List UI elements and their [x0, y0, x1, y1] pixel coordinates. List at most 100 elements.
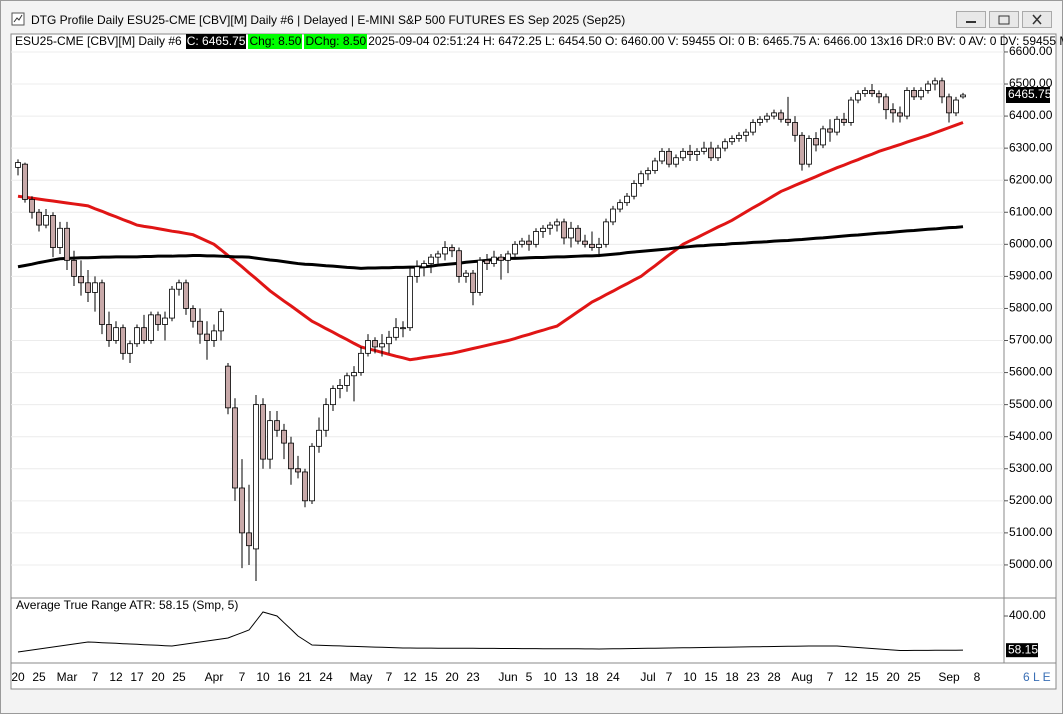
x-tick-label: 7	[386, 670, 393, 684]
x-tick-label: 24	[319, 670, 333, 684]
x-tick-label: 5	[526, 670, 533, 684]
x-tick-label: Apr	[205, 670, 224, 684]
candle-body	[323, 404, 329, 431]
candle-body	[918, 90, 924, 98]
x-tick-label: 20	[886, 670, 900, 684]
candle-body	[190, 308, 196, 322]
x-tick-label: Aug	[791, 670, 812, 684]
candle-body	[127, 343, 133, 354]
x-tick-label: 10	[256, 670, 270, 684]
window-title: DTG Profile Daily ESU25-CME [CBV][M] Dai…	[31, 13, 626, 27]
candle-body	[911, 90, 917, 98]
x-tick-label: 23	[466, 670, 480, 684]
details: 2025-09-04 02:51:24 H: 6472.25 L: 6454.5…	[368, 34, 1063, 48]
minimize-button[interactable]	[956, 11, 986, 28]
y-tick-label: 6100.00	[1009, 204, 1053, 218]
x-tick-label: 16	[277, 670, 291, 684]
candle-body	[561, 221, 567, 239]
candle-body	[372, 340, 378, 348]
candle-body	[351, 372, 357, 377]
y-tick-label: 5800.00	[1009, 301, 1053, 315]
x-tick-label: 25	[172, 670, 186, 684]
candle-body	[645, 170, 651, 175]
candle-body	[617, 202, 623, 210]
x-tick-label: 18	[585, 670, 599, 684]
x-tick-label: May	[350, 670, 373, 684]
candle-body	[820, 128, 826, 146]
close-button[interactable]	[1022, 11, 1052, 28]
time-axis	[10, 662, 1057, 690]
last-price-box	[1006, 86, 1050, 103]
x-tick-label: Mar	[57, 670, 78, 684]
candle-body	[638, 173, 644, 184]
x-tick-label: 15	[424, 670, 438, 684]
y-tick-label: 5700.00	[1009, 333, 1053, 347]
candle-body	[120, 327, 126, 354]
candle-body	[687, 150, 693, 155]
x-tick-label: 17	[130, 670, 144, 684]
candle-body	[827, 128, 833, 133]
candle-body	[211, 330, 217, 341]
candle-body	[274, 420, 280, 431]
candle-body	[414, 266, 420, 277]
candle-body	[330, 388, 336, 406]
candle-body	[442, 247, 448, 255]
x-tick-label: 18	[725, 670, 739, 684]
x-tick-label: 24	[606, 670, 620, 684]
x-tick-label: 20	[11, 670, 25, 684]
candle-body	[939, 80, 945, 98]
candle-body	[99, 282, 105, 325]
candle-body	[491, 256, 497, 264]
candle-body	[176, 282, 182, 290]
candle-body	[295, 468, 301, 473]
x-tick-label: 25	[32, 670, 46, 684]
moving-average	[17, 225, 964, 270]
candle-body	[232, 407, 238, 489]
candle-body	[386, 336, 392, 345]
candle-body	[316, 429, 322, 447]
candle-body	[71, 259, 77, 277]
candle-body	[435, 253, 441, 258]
candle-body	[652, 160, 658, 171]
candle-body	[764, 115, 770, 120]
candle-body	[449, 247, 455, 252]
x-tick-label: 12	[403, 670, 417, 684]
candle-body	[302, 471, 308, 502]
candle-body	[659, 150, 665, 162]
candle-body	[925, 83, 931, 91]
candle-body	[554, 221, 560, 226]
candle-body	[57, 227, 63, 248]
candle-body	[841, 118, 847, 123]
candle-body	[575, 227, 581, 242]
info-line: ESU25-CME [CBV][M] Daily #6 C: 6465.75 C…	[14, 34, 1063, 49]
candle-body	[379, 343, 385, 348]
x-tick-label: 12	[109, 670, 123, 684]
candle-body	[624, 195, 630, 204]
candle-body	[113, 327, 119, 341]
maximize-button[interactable]	[989, 11, 1019, 28]
daily-change: DChg: 8.50	[304, 34, 368, 49]
candle-body	[722, 141, 728, 149]
candle-body	[799, 134, 805, 165]
candle-body	[477, 259, 483, 293]
y-tick-label: 6400.00	[1009, 108, 1053, 122]
candle-body	[757, 118, 763, 123]
y-tick-label: 5900.00	[1009, 269, 1053, 283]
y-tick-label: 5100.00	[1009, 525, 1053, 539]
candle-body	[29, 199, 35, 213]
candle-body	[288, 442, 294, 470]
candle-body	[43, 215, 49, 226]
candle-body	[904, 90, 910, 117]
candle-body	[498, 256, 504, 261]
x-tick-label: 7	[827, 670, 834, 684]
candle-body	[750, 122, 756, 133]
last-price-label: 6465.75	[1008, 87, 1052, 101]
candle-body	[792, 122, 798, 136]
candle-body	[960, 94, 966, 98]
price-axis	[1003, 33, 1057, 664]
candle-body	[281, 429, 287, 444]
x-tick-label: 20	[151, 670, 165, 684]
candle-body	[708, 147, 714, 159]
close: C: 6465.75	[185, 34, 247, 49]
candle-body	[393, 327, 399, 338]
